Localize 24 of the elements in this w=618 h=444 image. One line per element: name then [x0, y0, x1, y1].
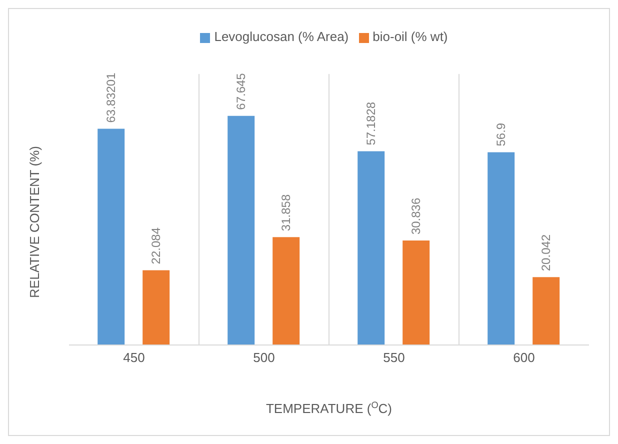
- data-label: 67.645: [234, 72, 248, 110]
- data-label: 57.1828: [364, 102, 378, 146]
- x-tick-label: 500: [253, 350, 275, 366]
- bar: [488, 152, 515, 345]
- data-label: 63.83201: [104, 72, 118, 123]
- x-axis-title: TEMPERATURE ($^{O}$C): [266, 400, 392, 416]
- x-tick-label: 450: [123, 350, 145, 366]
- data-label: 56.9: [494, 122, 508, 146]
- bar: [228, 116, 255, 345]
- data-label: 20.042: [539, 234, 554, 272]
- bar: [272, 237, 300, 345]
- bar: [358, 151, 385, 345]
- legend-label: Levoglucosan (% Area): [214, 29, 349, 44]
- bar: [98, 128, 125, 345]
- bar: [402, 240, 430, 345]
- bar: [142, 270, 170, 345]
- data-label: 22.084: [149, 227, 164, 264]
- data-label: 30.836: [409, 198, 424, 235]
- legend-label: bio-oil (% wt): [372, 29, 448, 44]
- x-tick-label: 550: [383, 350, 405, 366]
- bar: [532, 277, 560, 345]
- data-label: 31.858: [279, 194, 294, 232]
- y-axis-title: RELATIVE CONTENT (%): [27, 146, 42, 298]
- x-tick-label: 600: [513, 350, 535, 366]
